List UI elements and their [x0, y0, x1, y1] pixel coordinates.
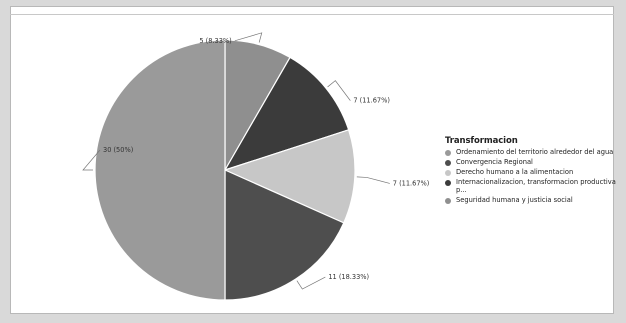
- chart-legend: Transformacion Ordenamiento del territor…: [445, 136, 623, 206]
- legend-item: Internacionalizacion, transformacion pro…: [445, 177, 623, 195]
- slice-label-leader: [234, 32, 263, 43]
- pie-labels-layer: 5 (8.33%) 7 (11.67%) 7 (11.67%) 11 (18.33%)…: [82, 32, 430, 290]
- legend-item: Derecho humano a la alimentacion: [445, 167, 623, 177]
- legend-item: Convergencia Regional: [445, 157, 623, 167]
- legend-swatch: [445, 159, 451, 166]
- legend-item-label: Internacionalizacion, transformacion pro…: [456, 177, 616, 194]
- legend-item-label: Convergencia Regional: [456, 157, 533, 166]
- legend-item: Ordenamiento del territorio alrededor de…: [445, 148, 623, 157]
- slice-label-leader: [82, 149, 101, 171]
- slice-value-label: 7 (11.67%): [393, 179, 430, 187]
- slice-value-label: 5 (8.33%): [199, 37, 231, 45]
- slice-value-label: 30 (50%): [103, 146, 133, 154]
- pie-slice: [223, 56, 350, 172]
- pie-slice: [94, 39, 226, 301]
- legend-swatch: [445, 169, 451, 176]
- pie-slice: [223, 129, 356, 224]
- legend-item: Seguridad humana y justicia social: [445, 195, 623, 205]
- pie-slice: [224, 169, 345, 301]
- slice-label-leader: [356, 176, 390, 184]
- legend-title: Transformacion: [445, 136, 518, 146]
- slice-label-leader: [327, 80, 351, 101]
- legend-item-label: Seguridad humana y justicia social: [456, 195, 573, 204]
- legend-swatch: [445, 179, 451, 186]
- slice-value-label: 7 (11.67%): [353, 97, 390, 105]
- top-divider: [10, 14, 614, 15]
- slice-value-label: 11 (18.33%): [328, 273, 369, 281]
- slice-label-leader: [296, 276, 326, 290]
- pie-slices-layer: [94, 39, 356, 301]
- legend-item-label: Ordenamiento del territorio alrededor de…: [456, 148, 614, 156]
- legend-swatch: [445, 197, 451, 204]
- legend-item-label: Derecho humano a la alimentacion: [456, 167, 574, 176]
- legend-swatch: [445, 150, 451, 156]
